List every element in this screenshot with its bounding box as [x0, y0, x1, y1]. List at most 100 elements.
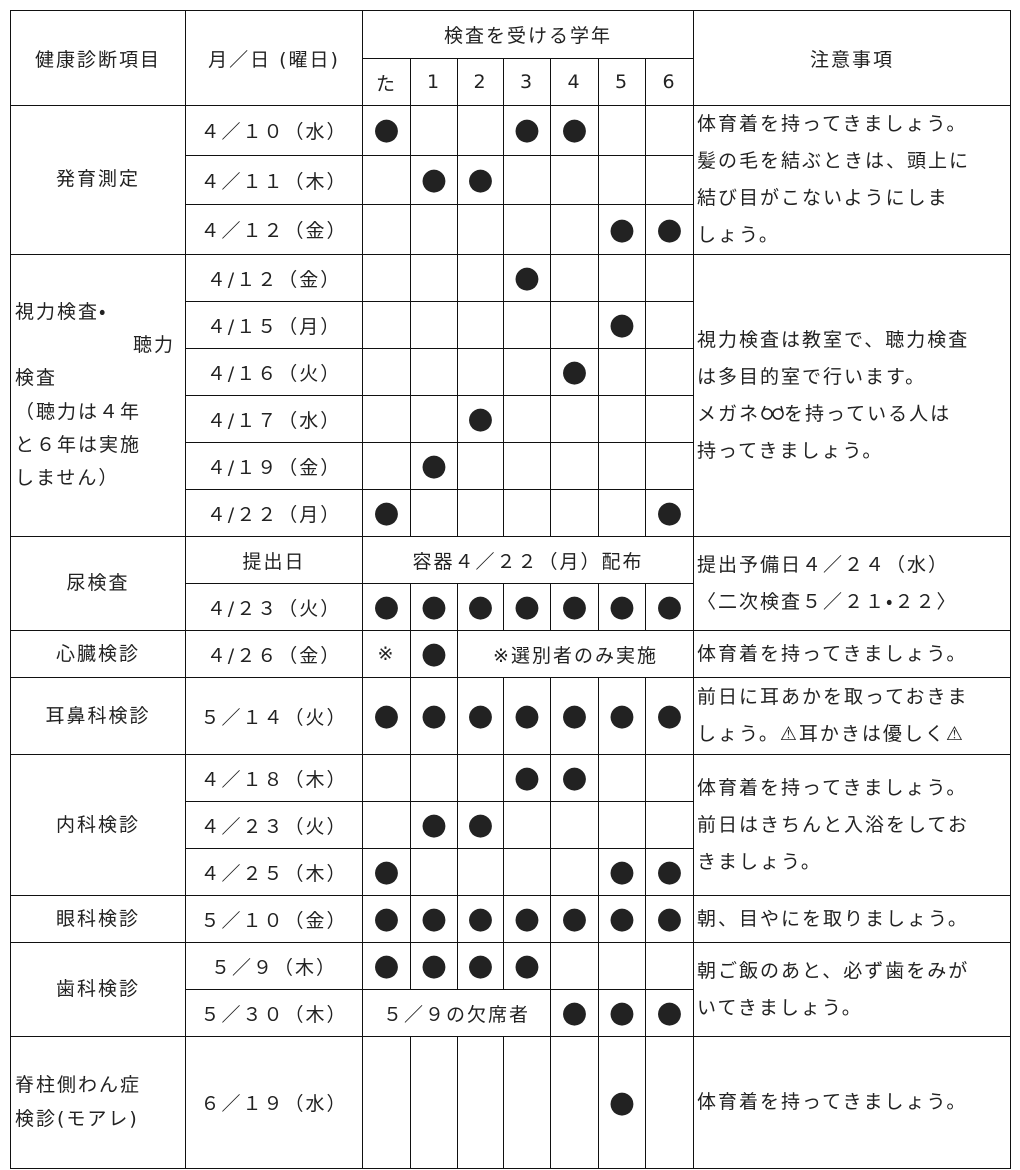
grade-mark: ●	[457, 895, 504, 944]
grade-empty	[503, 348, 551, 397]
row: ４／２３（火） ● ●	[11, 801, 1011, 850]
item-line: 歯科検診	[55, 978, 140, 1001]
row: 尿検査 提出日 容器４／２２（月）配布 提出予備日４／２４（水） 〈二次検査５／２１・２…	[10, 536, 1012, 632]
grade-empty	[644, 442, 695, 491]
grade-header: た	[362, 58, 411, 106]
grade-empty	[644, 105, 695, 156]
grade-mark: ●	[598, 848, 646, 897]
grade-empty	[503, 301, 551, 350]
grade-empty	[644, 154, 695, 206]
note-line: 体育着を持ってきましょう。	[697, 113, 968, 135]
grade-empty	[598, 801, 646, 850]
grade-header: 3	[503, 58, 551, 106]
note-line: 朝、目やにを取りましょう。	[697, 907, 969, 930]
note-line: は多目的室で行います。	[697, 365, 927, 388]
grade-empty	[503, 848, 551, 897]
item-line: 視力検査・	[15, 300, 108, 323]
grade-empty	[457, 105, 504, 156]
date-cell: ６／１９（水）	[185, 1036, 363, 1170]
grade-empty	[503, 801, 551, 850]
grade-mark: ●	[598, 895, 646, 944]
grade-mark: ●	[362, 583, 411, 632]
item-line: 耳鼻科検診	[45, 704, 151, 727]
grade-empty	[644, 754, 695, 803]
note-line: 結び目がこないようにしま	[697, 187, 949, 210]
item-line: 内科検診	[55, 813, 140, 836]
grade-empty	[362, 254, 411, 303]
grade-header: 4	[550, 58, 599, 106]
grade-empty	[410, 105, 458, 156]
item-cell: 眼科検診	[10, 895, 186, 944]
grade-empty	[550, 154, 599, 206]
date-cell: ４／２５（木）	[185, 848, 363, 897]
grade-empty	[598, 105, 646, 156]
date-cell: ４／１１（木）	[185, 154, 363, 206]
item-line: （聴力は４年	[15, 400, 142, 423]
note-cell: 体育着を持ってきましょう。 前日はきちんと入浴をしてお きましょう。	[693, 754, 1012, 897]
grade-empty	[598, 942, 646, 991]
grade-empty	[362, 395, 411, 444]
grade-empty	[644, 254, 695, 303]
grade-mark: ●	[410, 677, 458, 756]
header-notes: 注意事項	[693, 10, 1012, 106]
row: 歯科検診 ５／９（木） ● ● ● ● 朝ご飯のあと、必ず歯をみが いてきましょう。	[10, 942, 1012, 1038]
grade-mark: ●	[550, 989, 599, 1038]
grade-empty	[457, 442, 504, 491]
item-line: 脊柱側わん症	[15, 1074, 142, 1097]
grade-empty	[550, 942, 599, 991]
note-line: 体育着を持ってきましょう。	[697, 776, 968, 799]
grade-empty	[457, 254, 504, 303]
grade-empty	[410, 348, 458, 397]
span-text-cell: 容器４／２２（月）配布	[361, 536, 695, 585]
grade-empty	[503, 442, 551, 491]
row: 脊柱側わん症 検診(モアレ) ６／１９（水） ● 体育着を持ってきましょう。	[10, 1036, 1012, 1170]
note-segment: を持っている人は	[784, 402, 952, 425]
grade-mark: ●	[550, 895, 599, 944]
row: 心臓検診 ４/２６（金） ※ ● ※選別者のみ実施 体育着を持ってきましょう。	[10, 630, 1012, 679]
grade-mark: ●	[503, 754, 551, 803]
date-cell: ４/１２（金）	[185, 254, 363, 303]
date-cell: ４／１２（金）	[185, 204, 363, 256]
grade-empty	[644, 801, 695, 850]
date-cell: ４/２３（火）	[185, 583, 363, 632]
grade-empty	[598, 154, 646, 206]
grade-empty	[550, 1036, 599, 1170]
grade-mark: ●	[457, 154, 504, 206]
grade-header: 2	[457, 58, 504, 106]
date-cell: ５／３０（木）	[185, 989, 363, 1038]
item-line: 検診(モアレ)	[15, 1107, 139, 1130]
grade-mark: ●	[362, 942, 411, 991]
note-cell: 朝ご飯のあと、必ず歯をみが いてきましょう。	[693, 942, 1012, 1038]
grade-empty	[503, 395, 551, 444]
item-cell: 心臓検診	[10, 630, 186, 679]
grade-mark: ●	[644, 848, 695, 897]
grade-empty	[503, 204, 551, 256]
grade-mark: ●	[457, 677, 504, 756]
grade-empty	[457, 489, 504, 538]
grade-mark: ●	[644, 989, 695, 1038]
grade-mark: ●	[503, 254, 551, 303]
grade-mark: ●	[457, 583, 504, 632]
grade-empty	[503, 154, 551, 206]
date-cell: ４／１０（水）	[185, 105, 363, 156]
grade-empty	[410, 301, 458, 350]
grade-mark: ●	[598, 583, 646, 632]
grade-empty	[457, 204, 504, 256]
grade-mark: ●	[362, 489, 411, 538]
grade-mark: ※	[362, 630, 411, 679]
grade-header: 6	[644, 58, 695, 106]
grade-empty	[644, 942, 695, 991]
note-cell: 前日に耳あかを取っておきま しょう。⚠耳かきは優しく⚠	[693, 677, 1012, 756]
item-line: と６年は実施	[15, 433, 142, 456]
grade-mark: ●	[410, 630, 458, 679]
note-line: 持ってきましょう。	[697, 439, 884, 462]
grade-mark: ●	[362, 677, 411, 756]
note-line: 〈二次検査５／２１・２２〉	[697, 590, 958, 613]
header-grades: 検査を受ける学年	[361, 10, 695, 59]
item-cell: 脊柱側わん症 検診(モアレ)	[10, 1036, 186, 1170]
date-cell: ４／１８（木）	[185, 754, 363, 803]
grade-mark: ●	[598, 989, 646, 1038]
grade-mark: ●	[644, 895, 695, 944]
